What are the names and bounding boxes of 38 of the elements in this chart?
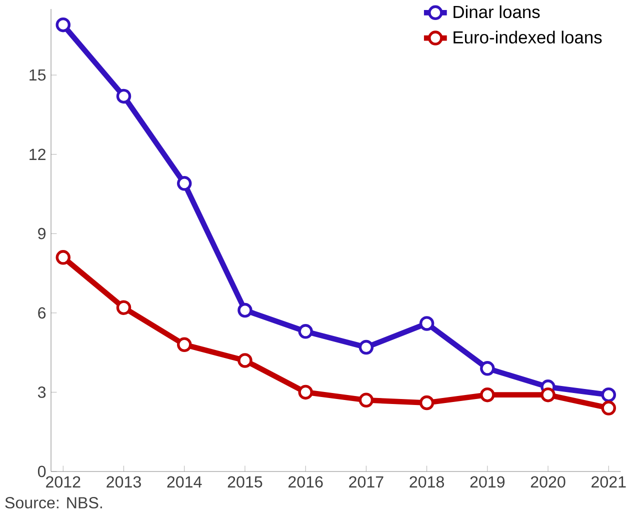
x-tick-label: 2017	[349, 476, 384, 488]
y-tick-label: 12	[30, 148, 46, 160]
source-note: Source: NBS.	[5, 497, 102, 508]
x-tick-label: 2018	[410, 476, 444, 488]
point	[56, 250, 71, 265]
point	[540, 388, 556, 402]
x-tick-label: 2012	[46, 476, 80, 488]
y-tick-label: 6	[38, 307, 46, 319]
x-tick-label: 2015	[228, 476, 262, 488]
x-tick-label: 2020	[530, 476, 566, 488]
point	[358, 340, 374, 355]
point	[419, 316, 434, 331]
point	[176, 337, 192, 352]
point	[238, 302, 252, 318]
legend-label: Dinar loans	[454, 5, 540, 18]
x-tick-label: 2021	[592, 476, 626, 488]
x-tick-label: 2016	[288, 476, 323, 488]
y-tick-label: 0	[38, 466, 46, 478]
legend-label: Euro-indexed loans	[454, 30, 602, 44]
point	[176, 176, 192, 191]
point	[298, 324, 313, 339]
point	[358, 392, 374, 408]
point	[601, 388, 616, 402]
point	[601, 400, 616, 416]
point	[298, 384, 313, 400]
point	[480, 361, 495, 376]
y-tick-label: 9	[38, 228, 46, 240]
y-tick-label: 15	[30, 69, 46, 81]
point	[238, 353, 252, 368]
x-tick-label: 2013	[106, 476, 141, 488]
point	[480, 388, 495, 402]
point	[56, 18, 71, 32]
point	[116, 300, 132, 316]
point	[419, 395, 434, 410]
x-tick-label: 2014	[167, 476, 202, 488]
y-tick-label: 3	[38, 386, 46, 398]
x-tick-label: 2019	[470, 476, 505, 488]
point	[116, 88, 132, 104]
